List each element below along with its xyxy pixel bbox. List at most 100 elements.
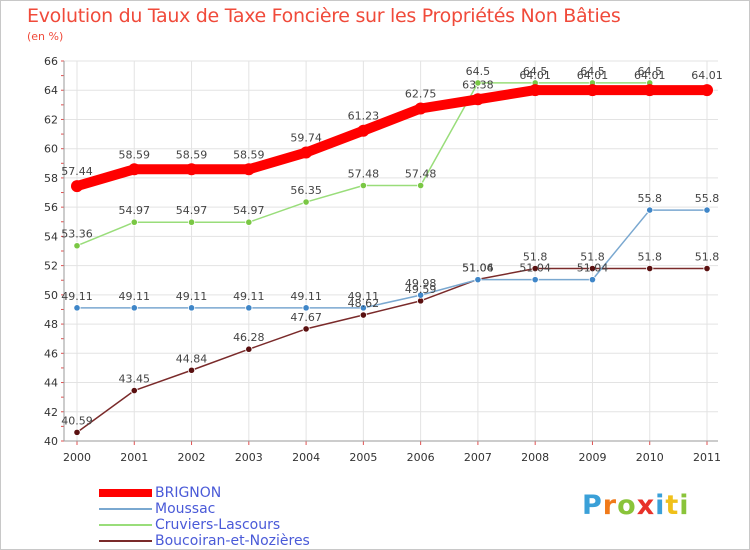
data-label-brignon: 58.59 (119, 148, 151, 161)
y-tick-label: 40 (44, 435, 58, 448)
data-point-cruviers-lascours (302, 198, 310, 206)
data-label-moussac: 51.04 (577, 262, 609, 275)
data-point-moussac (187, 304, 196, 312)
data-point-boucoiran-et-nozieres (703, 264, 711, 273)
data-point-brignon (414, 102, 427, 115)
data-label-brignon: 64.01 (577, 69, 609, 82)
legend-label-boucoiran-et-nozieres: Boucoiran-et-Nozières (155, 533, 310, 549)
data-label-brignon: 61.23 (348, 110, 380, 123)
x-tick-label: 2007 (464, 451, 492, 464)
data-point-brignon (242, 163, 255, 176)
data-label-brignon: 58.59 (233, 148, 265, 161)
data-label-brignon: 58.59 (176, 148, 208, 161)
x-tick-label: 2008 (521, 451, 549, 464)
data-label-boucoiran-et-nozieres: 51.8 (695, 251, 720, 264)
data-label-cruviers-lascours: 57.48 (348, 168, 380, 181)
x-tick-label: 2002 (178, 451, 206, 464)
y-tick-label: 54 (44, 230, 58, 243)
x-tick-label: 2000 (63, 451, 91, 464)
x-tick-label: 2011 (693, 451, 721, 464)
data-point-brignon (128, 163, 141, 176)
y-tick-label: 56 (44, 201, 58, 214)
y-tick-label: 42 (44, 406, 58, 419)
data-label-moussac: 51.04 (462, 262, 494, 275)
logo-letter: i (679, 490, 690, 521)
data-label-brignon: 64.01 (691, 69, 723, 82)
data-point-moussac (73, 304, 81, 312)
x-tick-label: 2004 (292, 451, 320, 464)
data-point-boucoiran-et-nozieres (130, 386, 138, 395)
data-label-cruviers-lascours: 64.5 (580, 65, 605, 78)
data-point-cruviers-lascours (359, 181, 367, 190)
data-point-boucoiran-et-nozieres (73, 428, 81, 436)
data-point-boucoiran-et-nozieres (588, 264, 597, 273)
data-point-moussac (130, 304, 138, 312)
data-point-boucoiran-et-nozieres (302, 325, 310, 333)
data-point-moussac (245, 304, 253, 312)
data-label-moussac: 49.11 (119, 290, 151, 303)
data-label-cruviers-lascours: 54.97 (119, 204, 151, 217)
data-point-cruviers-lascours (417, 181, 425, 190)
logo-letter: i (655, 490, 666, 521)
y-tick-label: 52 (44, 260, 58, 273)
series-line-moussac (76, 209, 708, 309)
data-point-brignon (357, 124, 370, 137)
data-point-brignon (643, 84, 656, 97)
logo-letter: o (617, 490, 637, 521)
data-label-cruviers-lascours: 64.5 (523, 65, 548, 78)
x-tick-label: 2010 (636, 451, 664, 464)
data-label-cruviers-lascours: 64.5 (466, 65, 491, 78)
legend-swatch-cruviers-lascours (99, 524, 152, 526)
data-point-cruviers-lascours (245, 218, 253, 226)
y-tick-label: 58 (44, 172, 58, 185)
data-label-brignon: 57.44 (61, 165, 93, 178)
data-label-cruviers-lascours: 64.5 (637, 65, 662, 78)
data-label-moussac: 49.11 (290, 290, 322, 303)
y-tick-label: 66 (44, 55, 58, 68)
x-tick-label: 2003 (235, 451, 263, 464)
data-label-boucoiran-et-nozieres: 47.67 (290, 311, 322, 324)
data-point-boucoiran-et-nozieres (359, 311, 367, 319)
data-point-cruviers-lascours (130, 218, 138, 226)
data-label-brignon: 64.01 (519, 69, 551, 82)
data-label-moussac: 49.11 (176, 290, 208, 303)
chart-unit-label: (en %) (27, 30, 64, 43)
legend-label-brignon: BRIGNON (155, 485, 222, 501)
y-tick-label: 64 (44, 84, 58, 97)
data-point-cruviers-lascours (187, 218, 196, 226)
data-point-brignon (471, 93, 484, 106)
data-label-boucoiran-et-nozieres: 48.62 (348, 297, 380, 310)
data-point-boucoiran-et-nozieres (646, 264, 654, 273)
data-label-brignon: 62.75 (405, 88, 437, 101)
data-point-boucoiran-et-nozieres (245, 345, 253, 353)
legend-swatch-brignon (99, 489, 152, 497)
data-label-cruviers-lascours: 57.48 (405, 168, 437, 181)
logo-letter: t (665, 490, 680, 521)
data-label-boucoiran-et-nozieres: 51.8 (637, 251, 662, 264)
legend-swatch-boucoiran-et-nozieres (99, 540, 152, 542)
x-tick-label: 2001 (120, 451, 148, 464)
data-point-brignon (185, 163, 198, 176)
data-label-boucoiran-et-nozieres: 51.8 (523, 251, 548, 264)
data-label-boucoiran-et-nozieres: 44.84 (176, 352, 208, 365)
series-line-brignon (72, 85, 712, 192)
data-point-moussac (474, 276, 482, 284)
data-label-boucoiran-et-nozieres: 40.59 (61, 414, 93, 427)
x-tick-label: 2005 (349, 451, 377, 464)
legend-swatch-moussac (99, 508, 152, 510)
chart-title: Evolution du Taux de Taxe Foncière sur l… (27, 5, 621, 27)
data-label-moussac: 49.98 (405, 277, 437, 290)
logo-letter: P (582, 490, 603, 521)
data-point-moussac (588, 276, 597, 284)
logo-letter: x (636, 490, 656, 521)
data-point-moussac (417, 291, 425, 299)
legend-label-cruviers-lascours: Cruviers-Lascours (155, 517, 281, 533)
data-point-cruviers-lascours (73, 242, 81, 250)
data-point-moussac (359, 304, 367, 312)
data-label-moussac: 49.11 (61, 290, 93, 303)
data-label-cruviers-lascours: 54.97 (233, 204, 265, 217)
x-tick-label: 2009 (578, 451, 606, 464)
data-point-brignon (71, 180, 83, 193)
data-label-moussac: 51.04 (519, 262, 551, 275)
